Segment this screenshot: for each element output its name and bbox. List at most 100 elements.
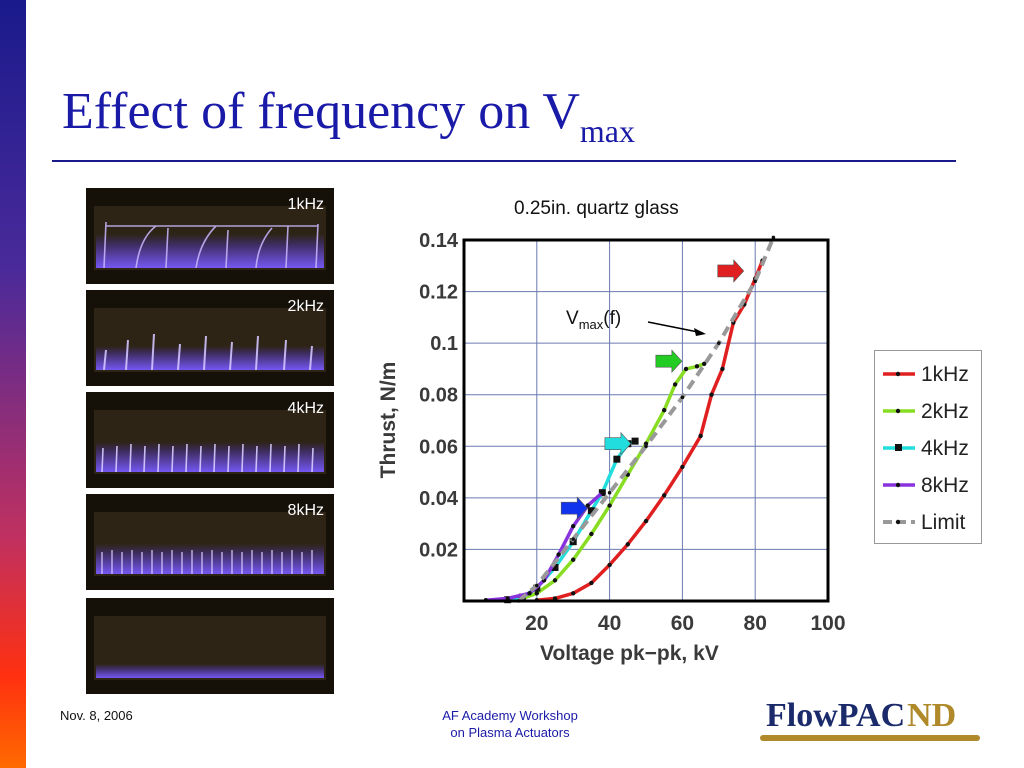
legend-item-Limit: Limit xyxy=(875,507,981,537)
data-point xyxy=(709,392,714,397)
x-tick-label: 20 xyxy=(525,612,548,635)
y-tick-label: 0.08 xyxy=(419,385,458,407)
data-point xyxy=(607,490,612,495)
data-point xyxy=(680,395,685,400)
data-point xyxy=(571,591,576,596)
data-point xyxy=(585,503,590,508)
footer-event: AF Academy Workshop on Plasma Actuators xyxy=(420,707,600,741)
chart-legend: 1kHz 2kHz 4kHz 8kHz Limit xyxy=(874,350,982,544)
x-tick-label: 60 xyxy=(671,612,694,635)
flowpac-logo: FlowPACND xyxy=(766,697,956,735)
series-line-4kHz xyxy=(507,439,636,602)
photo-label: 8kHz xyxy=(287,502,324,519)
x-axis-label: Voltage pk−pk, kV xyxy=(540,642,719,665)
photo-label: 4kHz xyxy=(287,400,324,417)
data-point xyxy=(644,444,648,449)
chart-title: 0.25in. quartz glass xyxy=(514,198,679,219)
data-point xyxy=(607,503,612,508)
data-point xyxy=(698,433,703,439)
legend-swatch xyxy=(883,444,915,451)
data-point xyxy=(683,366,689,372)
legend-swatch xyxy=(883,371,915,377)
plasma-streamers xyxy=(103,333,313,370)
footer-date: Nov. 8, 2006 xyxy=(60,708,133,723)
vmax-arrow-8kHz xyxy=(560,496,588,520)
title-subscript: max xyxy=(579,113,635,149)
y-tick-label: 0.02 xyxy=(419,539,458,561)
data-point xyxy=(680,464,685,470)
plasma-glow xyxy=(96,544,324,574)
plasma-streamers xyxy=(101,550,313,574)
vmax-arrow-4kHz xyxy=(604,431,632,456)
data-point xyxy=(662,493,667,498)
logo-swoosh xyxy=(760,735,980,741)
legend-swatch xyxy=(883,408,915,414)
photo-label: 2kHz xyxy=(287,298,324,315)
legend-swatch xyxy=(883,519,915,525)
data-point xyxy=(607,562,612,568)
data-point xyxy=(672,382,678,387)
data-point xyxy=(631,437,639,445)
data-point xyxy=(625,542,630,547)
slide-title: Effect of frequency on Vmax xyxy=(62,83,635,148)
vmax-suffix: (f) xyxy=(603,308,622,329)
logo-mark: ND xyxy=(907,697,957,734)
legend-swatch xyxy=(883,482,915,488)
data-point xyxy=(643,518,649,524)
plot-frame xyxy=(462,238,830,603)
vmax-sub: max xyxy=(578,316,604,332)
data-point xyxy=(717,341,721,345)
vmax-arrowhead xyxy=(694,328,706,336)
footer-event-line-2: on Plasma Actuators xyxy=(450,725,570,740)
data-point xyxy=(552,578,558,583)
data-point xyxy=(702,361,707,366)
side-gradient-bar xyxy=(0,0,26,768)
data-point xyxy=(535,583,539,588)
y-tick-label: 0.1 xyxy=(430,333,458,355)
plasma-streamers xyxy=(101,443,314,472)
plasma-photo-4khz: 4kHz xyxy=(86,392,334,488)
logo-text: FlowPAC xyxy=(766,697,906,734)
data-point xyxy=(551,563,559,571)
data-point xyxy=(587,507,595,515)
plasma-streamers xyxy=(103,221,319,268)
vmax-arrow-2kHz xyxy=(655,349,683,373)
data-point xyxy=(534,591,539,596)
vmax-arrow-1kHz xyxy=(717,259,745,283)
footer-event-line-1: AF Academy Workshop xyxy=(442,708,578,723)
plasma-photo-2khz: 2kHz xyxy=(86,290,334,386)
legend-label: 8kHz xyxy=(921,474,969,497)
data-point xyxy=(527,591,532,596)
vmax-pointer xyxy=(647,321,704,334)
legend-item-2kHz: 2kHz xyxy=(875,396,981,426)
plasma-photo-8khz: 8kHz xyxy=(86,494,334,590)
vmax-annotation: Vmax(f) xyxy=(566,308,621,332)
data-point xyxy=(771,235,776,240)
plasma-glow xyxy=(96,442,324,472)
y-tick-label: 0.12 xyxy=(419,282,458,304)
legend-label: Limit xyxy=(921,511,966,534)
plasma-photo-1khz: 1kHz xyxy=(86,188,334,284)
legend-label: 4kHz xyxy=(921,437,969,460)
y-tick-label: 0.06 xyxy=(419,436,458,458)
vmax-v: V xyxy=(566,308,579,329)
x-tick-label: 80 xyxy=(744,612,767,635)
legend-item-4kHz: 4kHz xyxy=(875,433,981,463)
x-tick-label: 40 xyxy=(598,612,621,635)
data-point xyxy=(571,557,576,562)
x-tick-label: 100 xyxy=(810,612,845,635)
plasma-photo-5 xyxy=(86,598,334,694)
data-point xyxy=(662,407,667,413)
y-tick-label: 0.04 xyxy=(419,488,459,510)
data-point xyxy=(571,524,576,529)
y-tick-label: 0.14 xyxy=(419,230,459,252)
legend-item-1kHz: 1kHz xyxy=(875,359,981,389)
data-point xyxy=(571,537,575,541)
data-point xyxy=(589,531,594,537)
data-point xyxy=(600,490,605,495)
title-main: Effect of frequency on V xyxy=(62,83,580,140)
legend-item-8kHz: 8kHz xyxy=(875,470,981,500)
data-point xyxy=(720,366,725,372)
data-point xyxy=(694,364,700,369)
